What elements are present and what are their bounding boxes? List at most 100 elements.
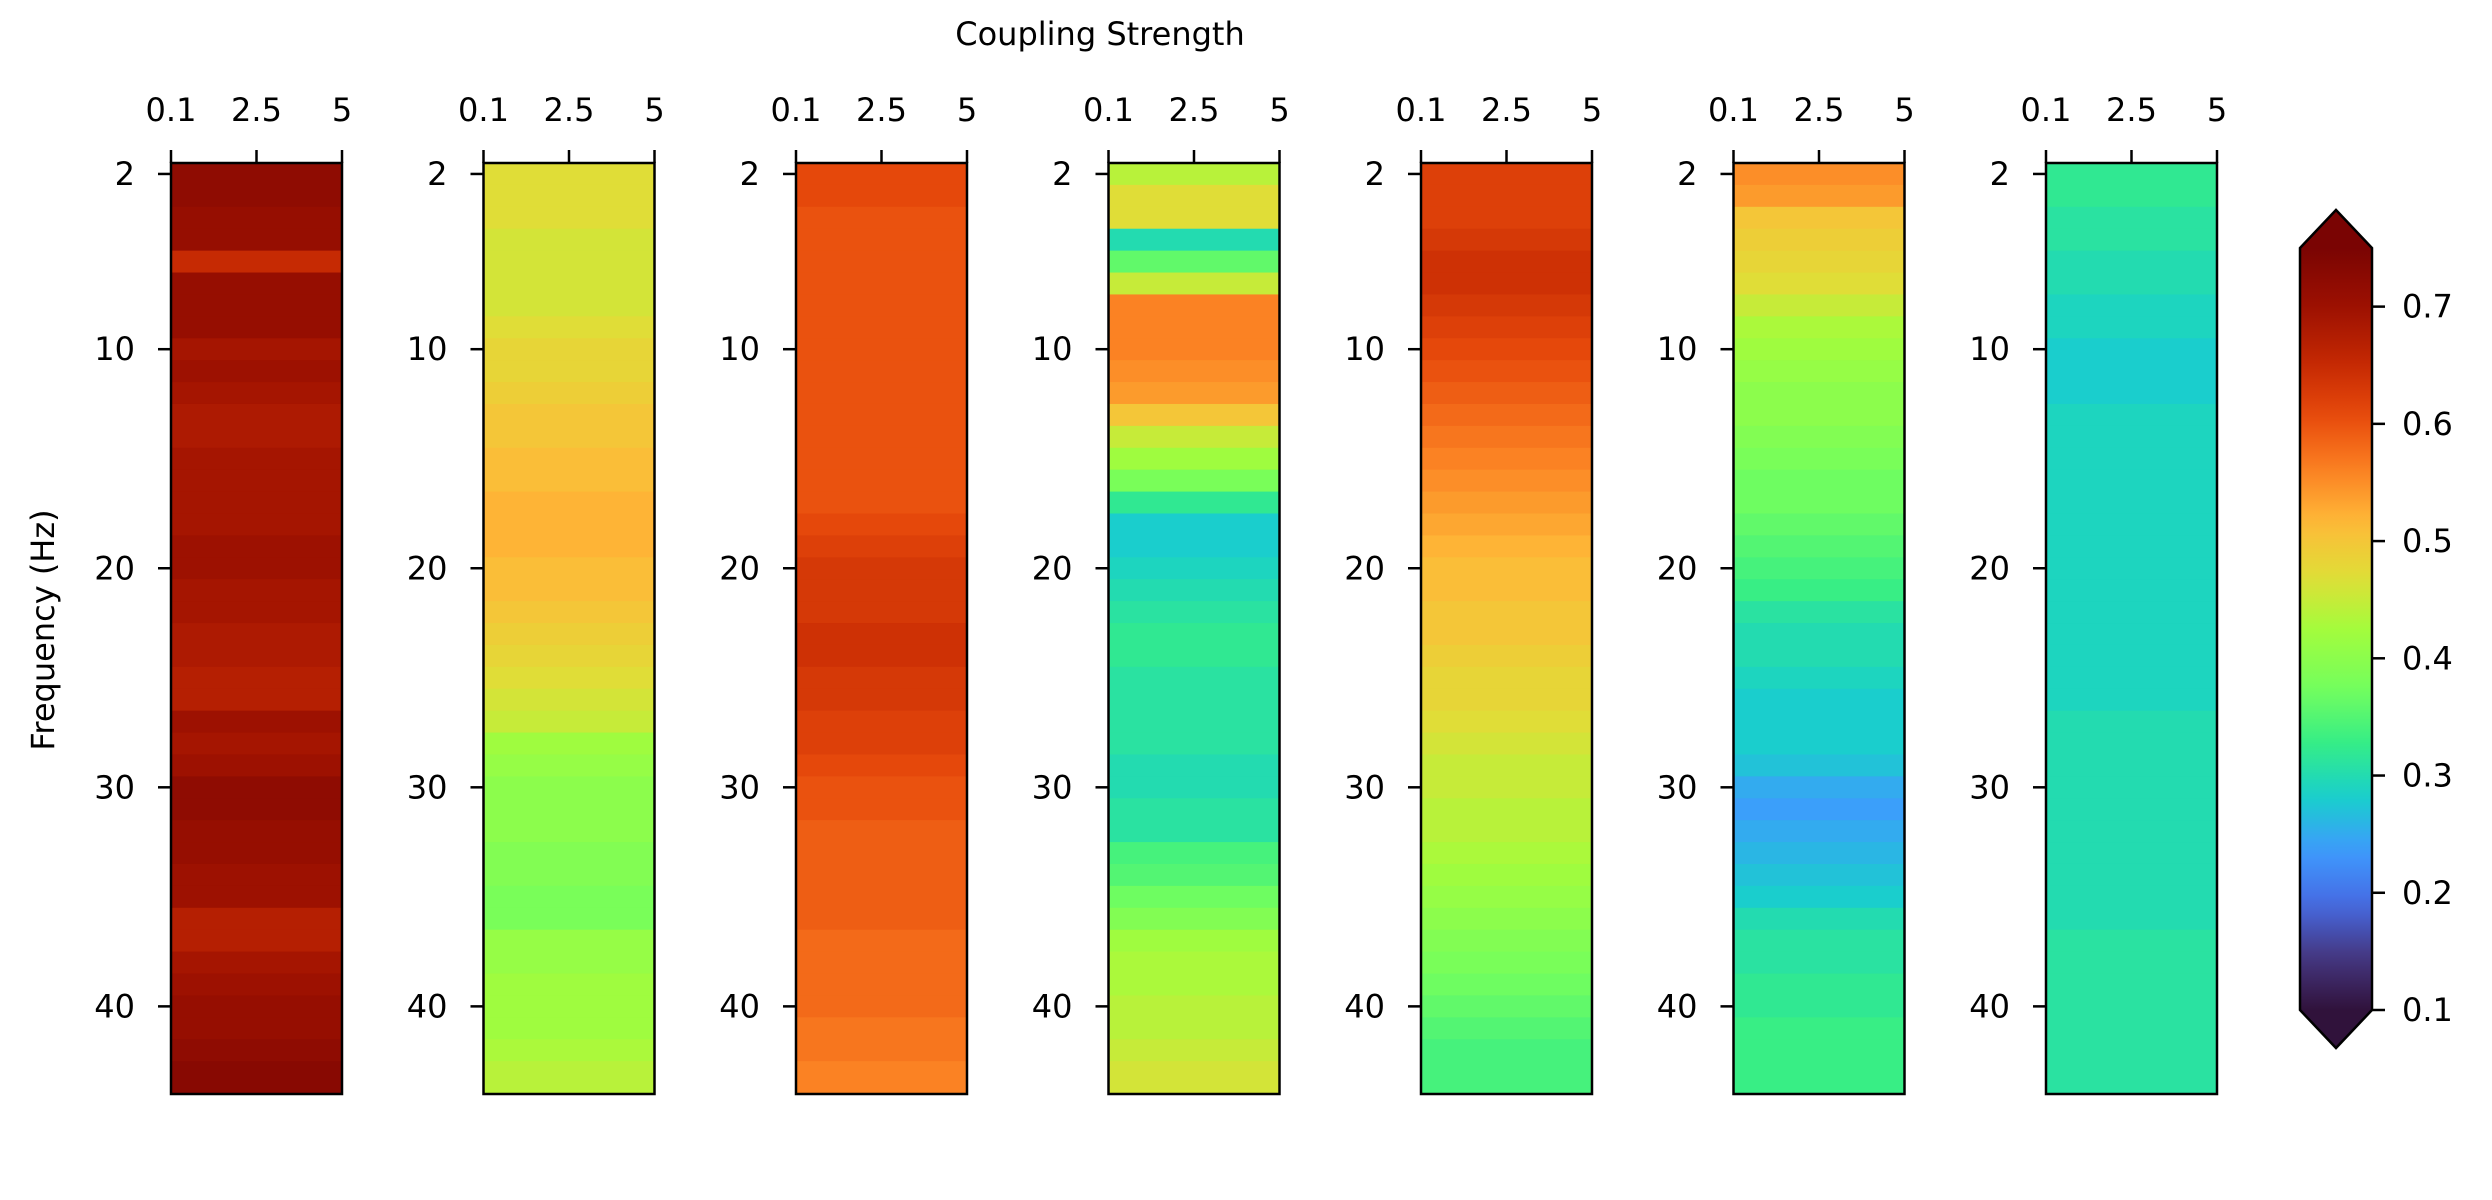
heatmap-cell: [483, 535, 655, 558]
heatmap-cell: [796, 842, 967, 865]
heatmap-cell: [1108, 491, 1280, 515]
x-tick-label: 5: [2207, 91, 2227, 129]
heatmap-cell: [483, 666, 655, 690]
heatmap-cell: [1733, 951, 1905, 975]
heatmap-cell: [1421, 250, 1592, 274]
y-tick-label: 30: [719, 768, 760, 806]
heatmap-cell: [483, 951, 655, 975]
heatmap-cell: [1733, 601, 1905, 624]
y-tick-label: 2: [1677, 155, 1697, 193]
heatmap-cell: [1108, 513, 1280, 536]
x-tick-label: 5: [957, 91, 977, 129]
heatmap-cell: [796, 1017, 967, 1040]
heatmap-cell: [796, 644, 967, 668]
heatmap-cell: [1733, 666, 1905, 690]
heatmap-cell: [796, 579, 967, 602]
heatmap-cell: [1108, 820, 1280, 843]
heatmap-cell: [2046, 929, 2217, 953]
heatmap-cell: [171, 842, 342, 865]
colorbar-extend-max: [2300, 210, 2372, 248]
heatmap-cell: [1108, 885, 1280, 909]
heatmap-cell: [1108, 601, 1280, 624]
y-tick-label: 2: [1365, 155, 1385, 193]
heatmap-cell: [1733, 206, 1905, 230]
heatmap-cell: [1733, 929, 1905, 953]
heatmap-cell: [1733, 228, 1905, 252]
heatmap-cell: [171, 184, 342, 208]
y-tick-label: 2: [427, 155, 447, 193]
heatmap-cell: [2046, 1017, 2217, 1040]
x-axis-label: Coupling Strength: [955, 15, 1244, 53]
heatmap-cell: [1733, 644, 1905, 668]
x-tick-label: 2.5: [544, 91, 595, 129]
heatmap-cell: [1108, 338, 1280, 361]
heatmap-cell: [1733, 250, 1905, 274]
heatmap-cell: [483, 294, 655, 317]
heatmap-cell: [483, 163, 655, 186]
heatmap-cell: [171, 885, 342, 909]
heatmap-cell: [483, 403, 655, 427]
x-tick-label: 5: [1269, 91, 1289, 129]
heatmap-cell: [2046, 360, 2217, 383]
y-tick-label: 10: [1032, 330, 1073, 368]
heatmap-cell: [171, 250, 342, 274]
heatmap-cell: [796, 1039, 967, 1062]
y-tick-label: 40: [1032, 987, 1073, 1025]
colorbar-extend-min: [2300, 1010, 2372, 1048]
x-tick-label: 2.5: [856, 91, 907, 129]
heatmap-panels: 0.1 2.5 5 2 10 20 30 40 0.1 2.5 5 2 10 20 30 40 0.1 2.5 5 2…: [94, 91, 2227, 1096]
heatmap-cell: [483, 491, 655, 515]
heatmap-cell: [1733, 820, 1905, 843]
heatmap-cell: [796, 710, 967, 734]
y-tick-label: 2: [1052, 155, 1072, 193]
heatmap-cell: [171, 491, 342, 515]
x-tick-label: 0.1: [146, 91, 197, 129]
heatmap-cell: [1421, 907, 1592, 931]
heatmap-cell: [1733, 885, 1905, 909]
heatmap-cell: [1108, 382, 1280, 405]
heatmap-cell: [1733, 579, 1905, 602]
heatmap-cell: [1108, 469, 1280, 493]
heatmap-cell: [483, 469, 655, 493]
heatmap-cell: [2046, 820, 2217, 843]
heatmap-cell: [2046, 995, 2217, 1018]
heatmap-cell: [1421, 710, 1592, 734]
x-tick-label: 2.5: [231, 91, 282, 129]
heatmap-cell: [171, 272, 342, 296]
heatmap-cell: [171, 425, 342, 449]
x-tick-label: 0.1: [1708, 91, 1759, 129]
heatmap-cell: [2046, 163, 2217, 186]
heatmap-cell: [1733, 163, 1905, 186]
heatmap-cell: [171, 951, 342, 975]
heatmap-cell: [1421, 360, 1592, 383]
heatmap-cell: [1733, 535, 1905, 558]
heatmap-cell: [1108, 710, 1280, 734]
heatmap-cell: [483, 885, 655, 909]
heatmap-cell: [1733, 294, 1905, 317]
heatmap-cell: [1108, 973, 1280, 997]
heatmap-cell: [1108, 863, 1280, 887]
heatmap-cell: [483, 754, 655, 777]
heatmap-cell: [1733, 863, 1905, 887]
y-tick-label: 10: [94, 330, 135, 368]
heatmap-cell: [796, 907, 967, 931]
x-tick-label: 2.5: [1794, 91, 1845, 129]
heatmap-cell: [1108, 1039, 1280, 1062]
heatmap-cell: [796, 491, 967, 515]
heatmap-cell: [1733, 710, 1905, 734]
heatmap-cell: [2046, 710, 2217, 734]
heatmap-panel: 0.1 2.5 5 2 10 20 30 40: [719, 91, 977, 1096]
heatmap-cell: [796, 228, 967, 252]
heatmap-cell: [483, 579, 655, 602]
heatmap-cell: [171, 163, 342, 186]
heatmap-panel: 0.1 2.5 5 2 10 20 30 40: [1344, 91, 1602, 1096]
heatmap-cell: [1733, 360, 1905, 383]
heatmap-cell: [171, 535, 342, 558]
colorbar-tick-label: 0.5: [2402, 522, 2453, 560]
colorbar-tick-label: 0.6: [2402, 405, 2453, 443]
heatmap-cell: [1108, 447, 1280, 471]
heatmap-cell: [1421, 447, 1592, 471]
heatmap-cell: [796, 732, 967, 756]
heatmap-cell: [796, 469, 967, 493]
